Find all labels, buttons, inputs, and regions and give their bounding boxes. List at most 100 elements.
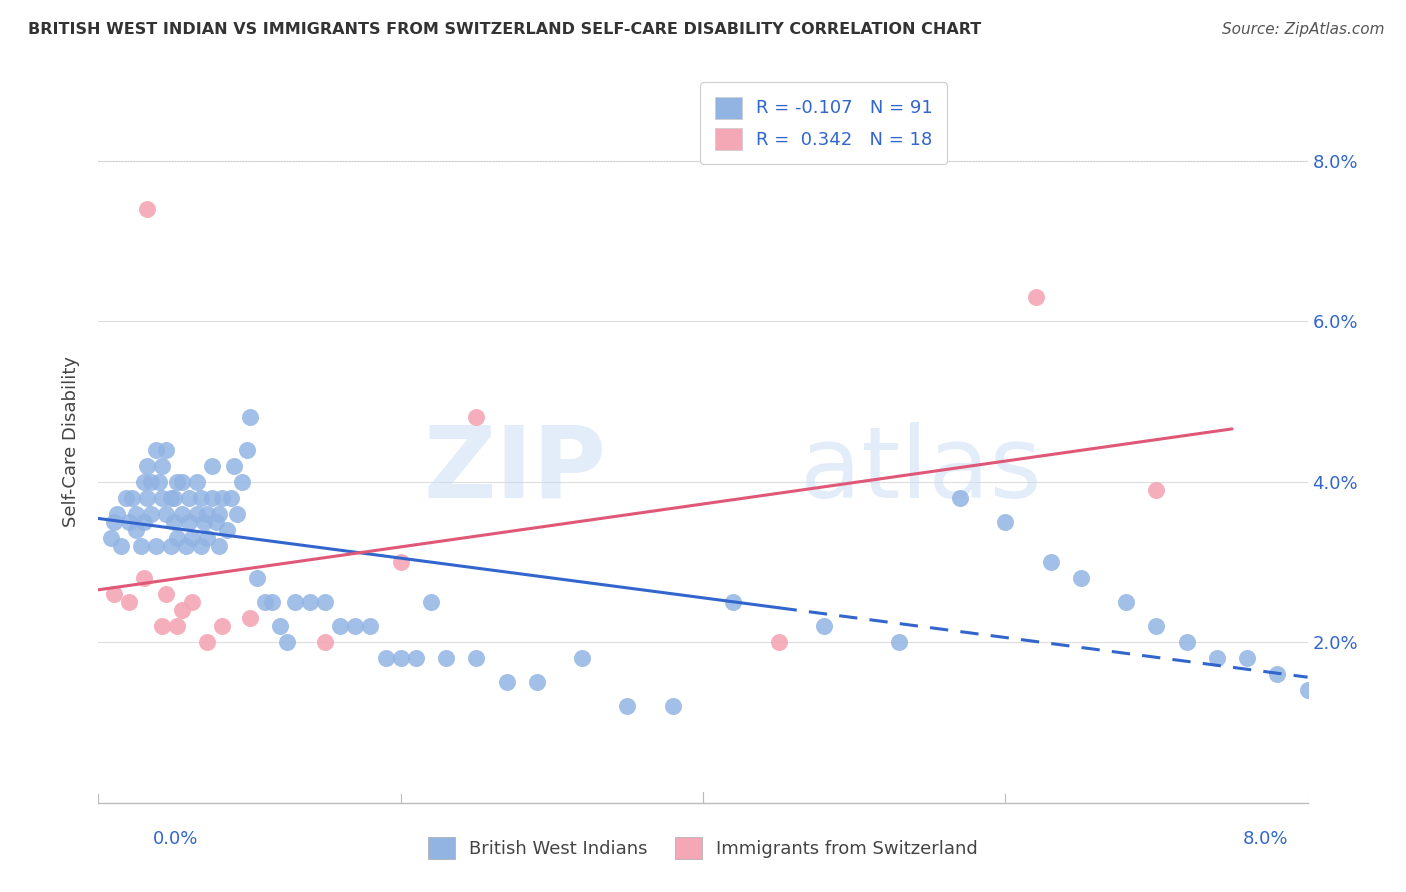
Point xyxy=(195,635,218,649)
Point xyxy=(1236,651,1258,665)
Point xyxy=(132,475,155,489)
Point xyxy=(181,531,204,545)
Point xyxy=(110,539,132,553)
Point xyxy=(239,410,262,425)
Point xyxy=(215,523,238,537)
Point xyxy=(195,531,218,545)
Point xyxy=(276,635,298,649)
Point xyxy=(420,595,443,609)
Point xyxy=(125,507,148,521)
Point xyxy=(1146,619,1168,633)
Point xyxy=(150,458,173,473)
Point xyxy=(118,515,141,529)
Point xyxy=(314,595,336,609)
Text: BRITISH WEST INDIAN VS IMMIGRANTS FROM SWITZERLAND SELF-CARE DISABILITY CORRELAT: BRITISH WEST INDIAN VS IMMIGRANTS FROM S… xyxy=(28,22,981,37)
Point xyxy=(135,458,157,473)
Point xyxy=(166,475,188,489)
Point xyxy=(299,595,322,609)
Point xyxy=(1267,667,1289,681)
Point xyxy=(150,619,173,633)
Point xyxy=(389,555,412,569)
Y-axis label: Self-Care Disability: Self-Care Disability xyxy=(62,356,80,527)
Point xyxy=(465,651,488,665)
Point xyxy=(135,202,157,216)
Point xyxy=(170,475,193,489)
Point xyxy=(221,491,243,505)
Text: atlas: atlas xyxy=(800,422,1042,519)
Point xyxy=(155,442,177,457)
Point xyxy=(1115,595,1137,609)
Point xyxy=(145,539,167,553)
Point xyxy=(616,699,638,714)
Point xyxy=(205,515,228,529)
Point xyxy=(129,539,152,553)
Point xyxy=(163,515,186,529)
Point xyxy=(723,595,745,609)
Point xyxy=(994,515,1017,529)
Point xyxy=(160,491,183,505)
Point xyxy=(224,458,246,473)
Point xyxy=(105,507,128,521)
Point xyxy=(246,571,269,585)
Point xyxy=(186,507,208,521)
Point xyxy=(1146,483,1168,497)
Point xyxy=(132,571,155,585)
Point xyxy=(193,515,215,529)
Point xyxy=(190,539,212,553)
Point xyxy=(1070,571,1092,585)
Text: ZIP: ZIP xyxy=(423,422,606,519)
Point xyxy=(208,507,231,521)
Point xyxy=(103,587,125,601)
Legend: British West Indians, Immigrants from Switzerland: British West Indians, Immigrants from Sw… xyxy=(420,830,986,866)
Point xyxy=(118,595,141,609)
Point xyxy=(150,491,173,505)
Point xyxy=(226,507,249,521)
Point xyxy=(195,507,218,521)
Point xyxy=(434,651,457,665)
Point xyxy=(284,595,307,609)
Point xyxy=(495,675,517,690)
Point xyxy=(389,651,412,665)
Point xyxy=(768,635,790,649)
Point xyxy=(174,539,197,553)
Point xyxy=(1206,651,1229,665)
Point xyxy=(114,491,136,505)
Point xyxy=(269,619,291,633)
Point xyxy=(201,458,224,473)
Point xyxy=(1039,555,1062,569)
Point xyxy=(262,595,284,609)
Point xyxy=(145,442,167,457)
Point xyxy=(239,611,262,625)
Point xyxy=(125,523,148,537)
Point xyxy=(170,603,193,617)
Point xyxy=(374,651,396,665)
Point xyxy=(163,491,186,505)
Point xyxy=(179,515,201,529)
Point xyxy=(132,515,155,529)
Point xyxy=(1296,683,1319,698)
Point xyxy=(155,587,177,601)
Point xyxy=(1024,290,1046,304)
Text: 8.0%: 8.0% xyxy=(1243,830,1288,847)
Point xyxy=(465,410,488,425)
Point xyxy=(949,491,972,505)
Point xyxy=(1175,635,1198,649)
Point xyxy=(208,539,231,553)
Point xyxy=(661,699,683,714)
Point xyxy=(170,507,193,521)
Point xyxy=(314,635,336,649)
Point xyxy=(186,475,208,489)
Point xyxy=(103,515,125,529)
Point xyxy=(160,539,183,553)
Point xyxy=(190,491,212,505)
Point xyxy=(181,595,204,609)
Point xyxy=(148,475,170,489)
Text: 0.0%: 0.0% xyxy=(153,830,198,847)
Point xyxy=(526,675,548,690)
Point xyxy=(179,491,201,505)
Point xyxy=(571,651,593,665)
Point xyxy=(100,531,122,545)
Point xyxy=(329,619,352,633)
Point xyxy=(344,619,367,633)
Point xyxy=(813,619,835,633)
